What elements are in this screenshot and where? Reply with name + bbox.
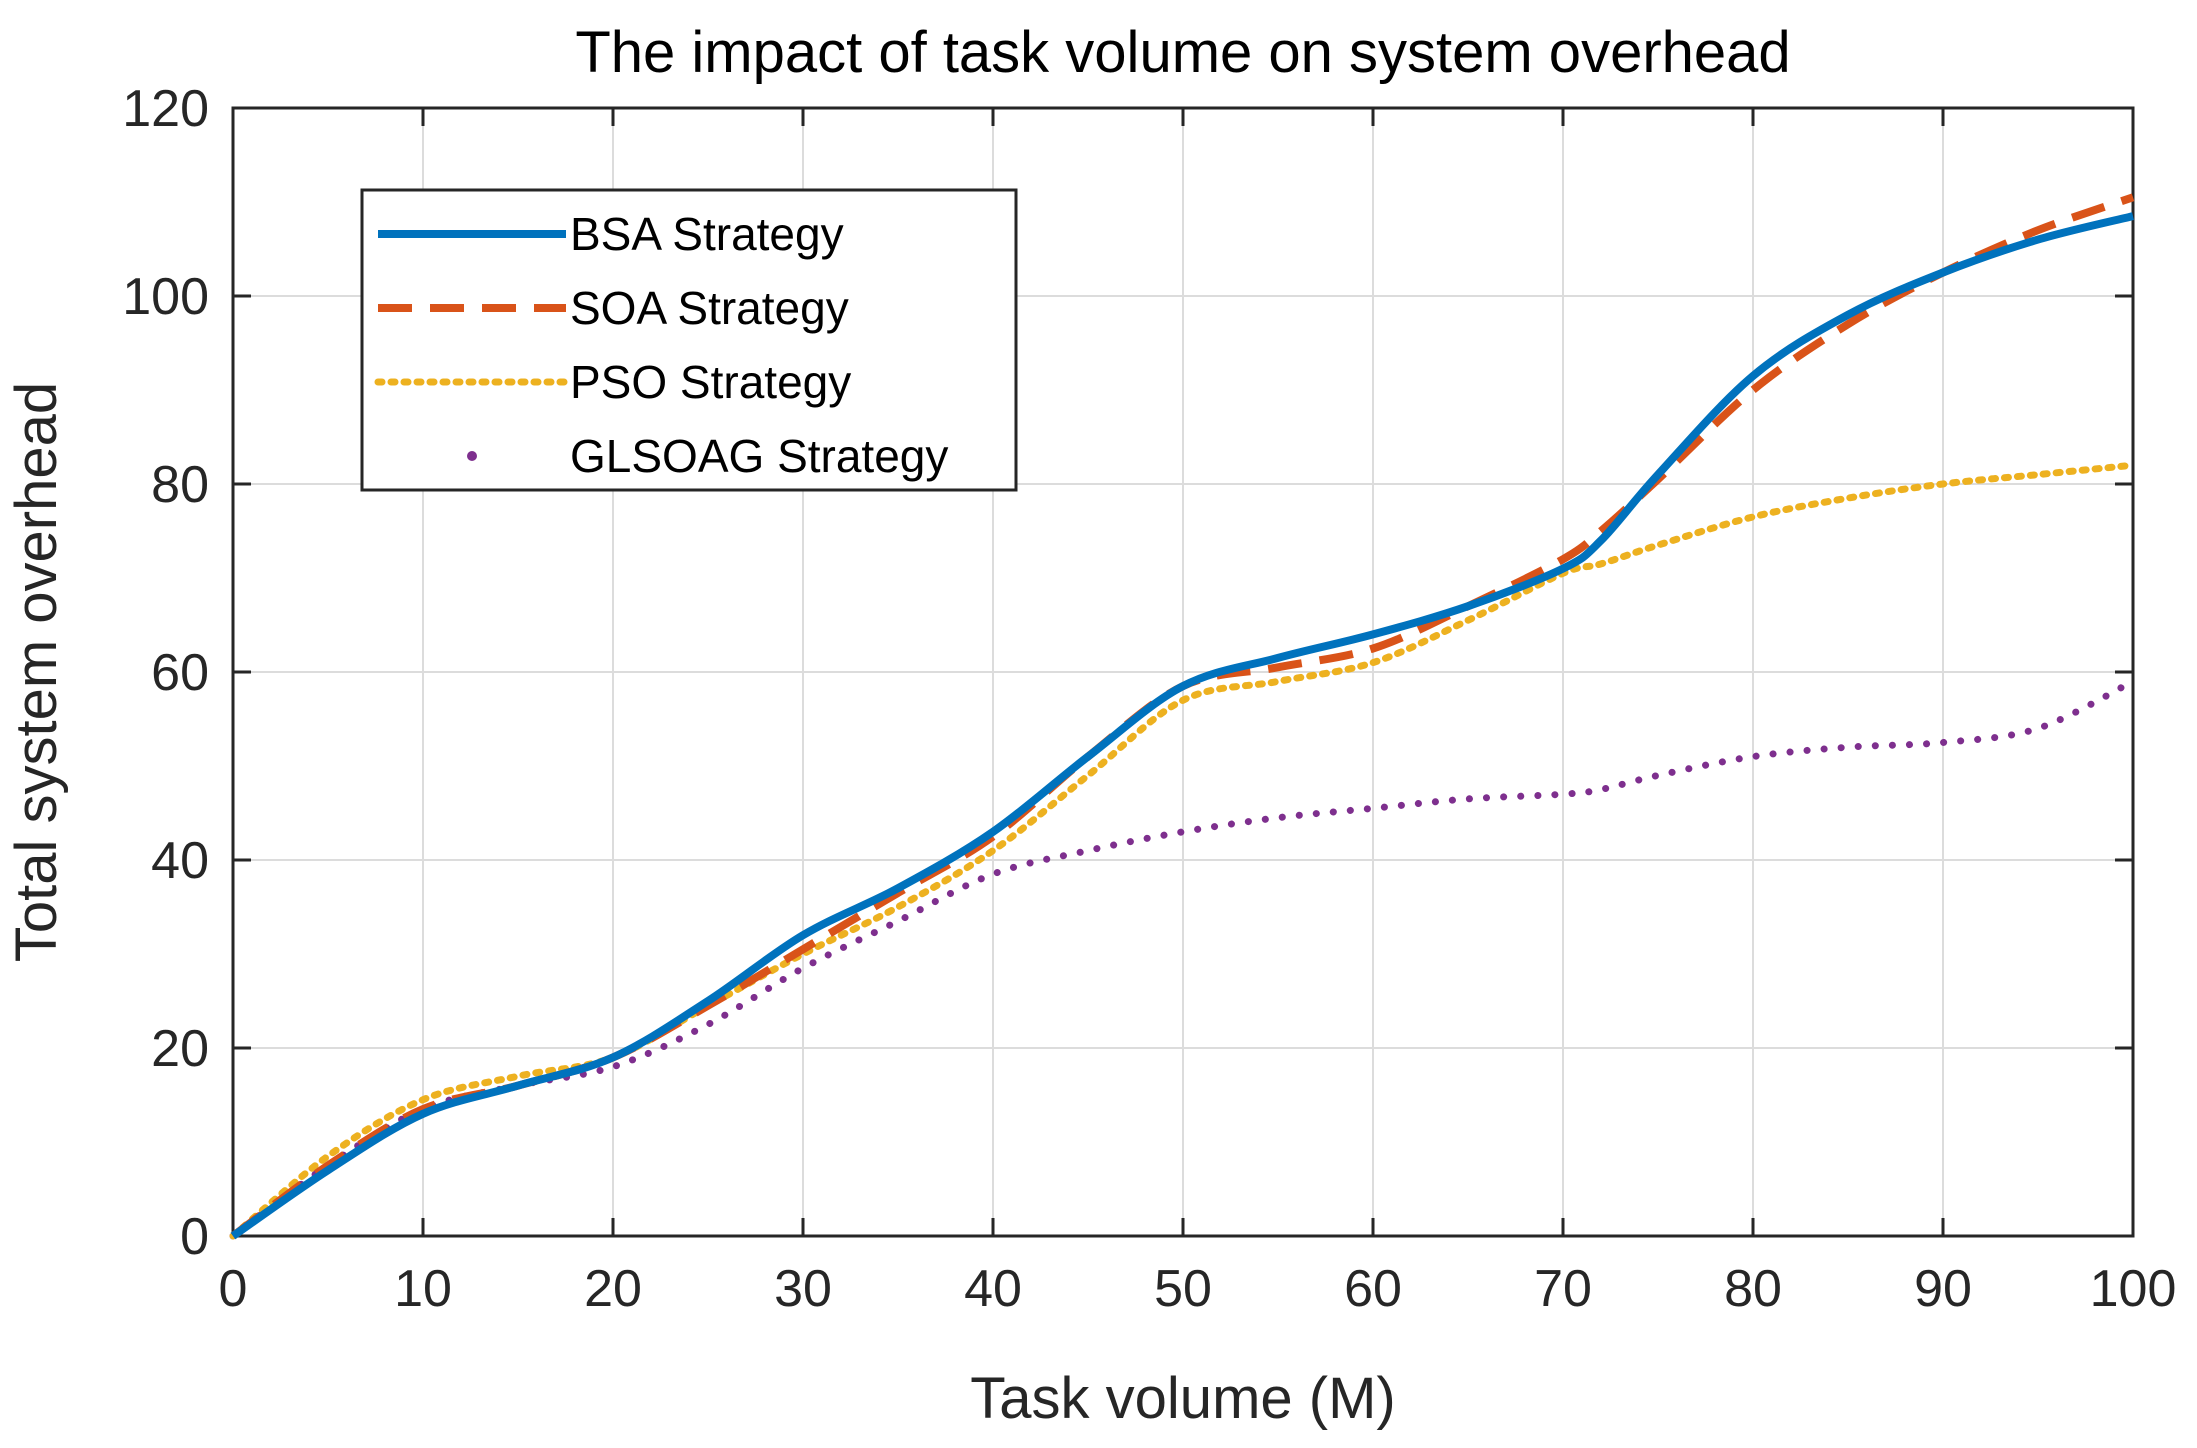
x-tick-label: 40 [964, 1260, 1022, 1318]
y-tick-label: 80 [151, 456, 209, 514]
legend-entries: BSA Strategy SOA Strategy PSO Strategy GLSO… [374, 208, 948, 482]
y-tick-label: 20 [151, 1020, 209, 1078]
y-axis-tick-labels: 0 20 40 60 80 100 120 [122, 80, 209, 1266]
y-tick-label: 0 [180, 1208, 209, 1266]
x-tick-label: 80 [1724, 1260, 1782, 1318]
x-tick-label: 20 [584, 1260, 642, 1318]
x-tick-label: 0 [219, 1260, 248, 1318]
x-tick-label: 30 [774, 1260, 832, 1318]
x-tick-label: 100 [2090, 1260, 2177, 1318]
legend-box [360, 188, 1018, 492]
x-tick-label: 90 [1914, 1260, 1972, 1318]
y-tick-label: 120 [122, 80, 209, 138]
legend-label-soa-strategy: SOA Strategy [570, 282, 849, 334]
series-lines [229, 193, 2137, 1240]
axis-ticks [231, 106, 2135, 1238]
x-tick-label: 70 [1534, 1260, 1592, 1318]
legend: BSA Strategy SOA Strategy PSO Strategy GLSO… [360, 188, 1018, 492]
legend-swatch-glsoag-strategy [467, 451, 477, 461]
x-axis-tick-labels: 0 10 20 30 40 50 60 70 80 90 100 [219, 1260, 2177, 1318]
x-tick-label: 50 [1154, 1260, 1212, 1318]
series-line-pso-strategy [229, 461, 2137, 1240]
x-axis-label: Task volume (M) [970, 1366, 1395, 1431]
legend-label-bsa-strategy: BSA Strategy [570, 208, 844, 260]
y-tick-label: 40 [151, 832, 209, 890]
x-tick-label: 10 [394, 1260, 452, 1318]
series-line-bsa-strategy [230, 212, 2134, 1240]
legend-label-glsoag-strategy: GLSOAG Strategy [570, 430, 948, 482]
chart-title: The impact of task volume on system over… [575, 20, 1790, 85]
y-axis-label: Total system overhead [4, 382, 69, 962]
x-tick-label: 60 [1344, 1260, 1402, 1318]
legend-label-pso-strategy: PSO Strategy [570, 356, 851, 408]
y-tick-label: 100 [122, 268, 209, 326]
y-tick-label: 60 [151, 644, 209, 702]
